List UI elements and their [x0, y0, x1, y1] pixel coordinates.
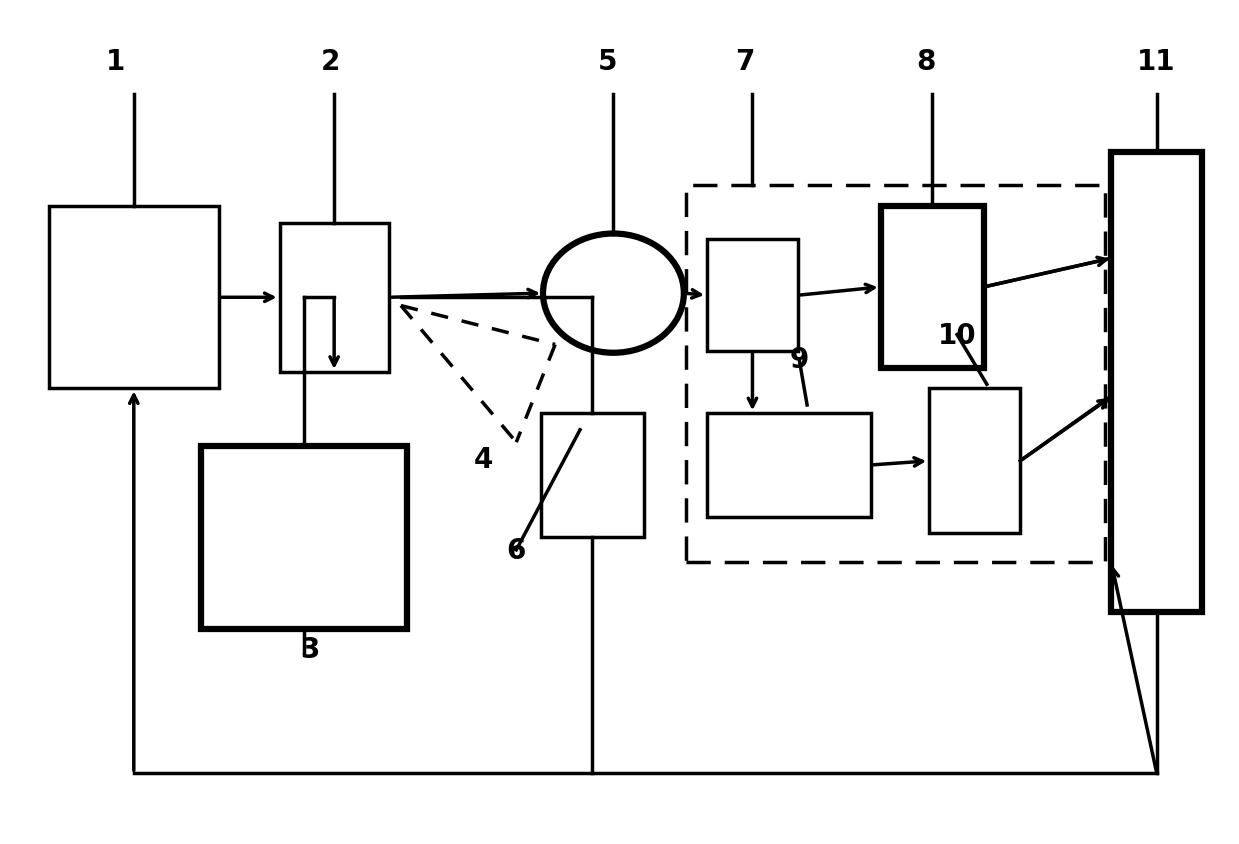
Text: 9: 9 — [789, 346, 809, 374]
Text: 5: 5 — [597, 48, 617, 76]
Bar — [929, 389, 1020, 533]
Bar — [707, 414, 871, 517]
Text: 3: 3 — [300, 636, 320, 663]
Bar — [1111, 153, 1202, 612]
Bar — [540, 414, 644, 538]
Text: 8: 8 — [916, 48, 935, 76]
Text: 6: 6 — [507, 536, 527, 564]
Text: 1: 1 — [107, 48, 125, 76]
Text: 11: 11 — [1137, 48, 1176, 76]
Bar — [881, 207, 984, 368]
Bar — [201, 446, 406, 629]
Text: 7: 7 — [735, 48, 755, 76]
Bar — [280, 224, 389, 372]
Text: 2: 2 — [321, 48, 341, 76]
Bar — [707, 240, 798, 352]
Text: 10: 10 — [938, 322, 976, 349]
Text: 4: 4 — [473, 446, 493, 473]
Bar — [686, 187, 1105, 563]
Bar — [48, 207, 219, 389]
